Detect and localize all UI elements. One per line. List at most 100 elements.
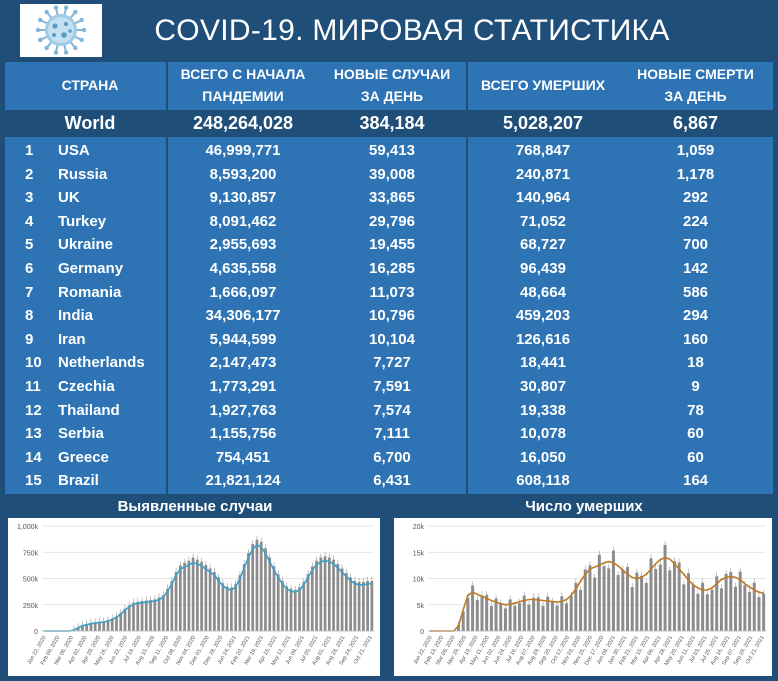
bar [499, 603, 503, 631]
country-cell: UK [58, 189, 80, 207]
series-point [748, 586, 751, 588]
series-point [513, 602, 516, 605]
header-new: НОВЫЕ СЛУЧАИ ЗА ДЕНЬ [333, 66, 451, 104]
bar [315, 560, 318, 631]
new-cases-cell: 29,796 [369, 212, 415, 230]
total-cell: 34,306,177 [205, 307, 281, 325]
bar [174, 572, 178, 631]
deaths-cell: 608,118 [516, 472, 570, 490]
bar [119, 613, 123, 631]
new-deaths-cell: 9 [691, 378, 700, 395]
country-cell: Iran [58, 330, 86, 348]
deaths-cell: 768,847 [515, 142, 571, 159]
bar [757, 597, 761, 631]
new-cases-cell: 11,073 [369, 283, 415, 301]
bar [532, 597, 536, 631]
bar [471, 585, 475, 631]
header-new-deaths: НОВЫЕ СМЕРТИ ЗА ДЕНЬ [637, 66, 754, 104]
bar [701, 582, 705, 631]
bar [106, 620, 110, 631]
bar [170, 581, 174, 631]
bar [217, 577, 221, 631]
bar [123, 608, 127, 631]
table-row: 11 Czechia 1,773,291 7,591 30,807 9 [5, 375, 773, 399]
series-point [476, 593, 479, 596]
deaths-cell: 68,727 [520, 236, 566, 254]
country-cell: Germany [58, 260, 124, 277]
deaths-cell: 19,338 [520, 401, 566, 419]
bar [166, 588, 169, 631]
bar [230, 587, 233, 631]
bar [144, 600, 148, 631]
new-deaths-cell: 586 [682, 283, 709, 301]
bar [183, 562, 186, 631]
bar [522, 595, 526, 631]
bar [161, 595, 165, 631]
y-tick-label: 20k [413, 524, 425, 531]
rank-cell: 3 [25, 189, 34, 207]
bar [475, 599, 479, 631]
bar [242, 564, 246, 631]
bar [247, 552, 250, 631]
table-row: 8 India 34,306,177 10,796 459,203 294 [5, 304, 773, 328]
world-new: 384,184 [359, 113, 425, 133]
series-point [729, 575, 732, 578]
bar [268, 557, 272, 631]
bar [672, 561, 676, 631]
bar [285, 586, 289, 631]
new-deaths-cell: 700 [682, 236, 709, 254]
bar [738, 571, 742, 631]
bar [518, 603, 522, 631]
bar [353, 580, 357, 631]
deaths-cell: 30,807 [520, 378, 566, 395]
country-cell: Czechia [58, 378, 115, 395]
bar [564, 603, 568, 631]
bar [658, 564, 662, 631]
bar [635, 572, 639, 631]
series-point [645, 573, 648, 576]
bar [255, 539, 259, 631]
bar [588, 565, 592, 631]
bar [366, 580, 369, 631]
rank-cell: 7 [25, 283, 34, 301]
new-deaths-cell: 1,059 [676, 142, 715, 159]
bar [85, 624, 89, 631]
total-cell: 8,091,462 [209, 212, 277, 230]
series-point [495, 601, 497, 604]
bar [213, 571, 216, 631]
deaths-cell: 140,964 [515, 189, 571, 207]
new-cases-cell: 7,591 [373, 378, 411, 395]
bar [644, 582, 648, 631]
bar [489, 606, 493, 631]
series-point [523, 599, 526, 602]
bar [238, 575, 242, 631]
y-tick-label: 5k [417, 603, 425, 610]
series-point [758, 591, 760, 594]
bar [485, 594, 489, 631]
country-cell: USA [58, 142, 90, 159]
country-cell: India [58, 307, 94, 325]
series-point [607, 560, 610, 563]
series-point [542, 599, 544, 602]
bar [319, 557, 323, 631]
deaths-chart: 0 5k 10k 15k 20k Jan 22, 2020 Feb 13, 2020 Mar … [394, 518, 772, 676]
bar [607, 568, 611, 631]
bar [98, 621, 101, 631]
bar [616, 575, 620, 631]
total-cell: 1,155,756 [209, 425, 277, 443]
series-point [598, 564, 601, 567]
bar [178, 565, 182, 631]
series-point [617, 565, 620, 567]
bar [541, 605, 545, 631]
bar [536, 597, 540, 631]
rank-cell: 5 [25, 236, 34, 254]
series-point [560, 600, 563, 603]
cases-chart: 0 250k 500k 750k 1,000k Jan 22, 2020 Feb 08, 2… [8, 518, 380, 676]
new-deaths-cell: 292 [682, 189, 709, 207]
bar [272, 566, 276, 631]
rank-cell: 10 [25, 354, 42, 372]
world-deaths: 5,028,207 [502, 113, 584, 133]
bar [546, 596, 550, 631]
bar [281, 580, 284, 631]
